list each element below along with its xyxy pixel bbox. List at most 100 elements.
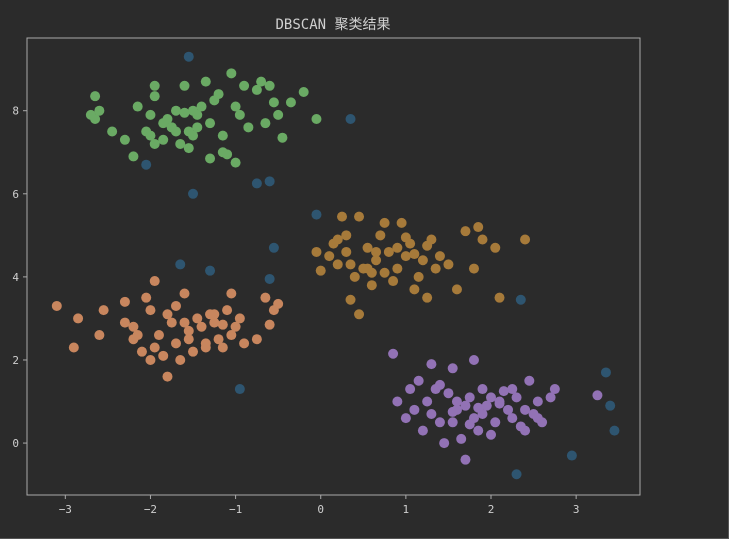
scatter-point-cluster-2	[413, 271, 424, 282]
scatter-point-cluster-0	[251, 84, 262, 95]
y-tick-label: 6	[12, 188, 19, 201]
scatter-point-cluster-2	[422, 292, 433, 303]
scatter-point-cluster-1	[94, 330, 105, 341]
scatter-point-cluster-0	[256, 76, 267, 87]
scatter-point-cluster-0	[170, 126, 181, 137]
scatter-point-cluster-0	[149, 80, 160, 91]
scatter-point-cluster-0	[132, 101, 143, 112]
scatter-point-cluster-4	[188, 188, 199, 199]
scatter-point-cluster-2	[388, 276, 399, 287]
scatter-point-cluster-1	[179, 317, 190, 328]
scatter-point-cluster-0	[311, 114, 322, 125]
scatter-point-cluster-1	[145, 354, 156, 365]
scatter-point-cluster-0	[128, 151, 139, 162]
scatter-point-cluster-3	[426, 359, 437, 370]
scatter-point-cluster-4	[605, 400, 616, 411]
scatter-point-cluster-3	[443, 388, 454, 399]
scatter-point-cluster-0	[179, 80, 190, 91]
scatter-point-cluster-3	[409, 404, 420, 415]
scatter-point-cluster-1	[264, 319, 275, 330]
scatter-point-cluster-3	[447, 417, 458, 428]
data-points	[51, 51, 620, 480]
scatter-point-cluster-0	[226, 68, 237, 79]
scatter-point-cluster-1	[119, 296, 130, 307]
scatter-point-cluster-0	[205, 153, 216, 164]
scatter-point-cluster-3	[473, 402, 484, 413]
scatter-point-cluster-0	[264, 80, 275, 91]
scatter-point-cluster-3	[486, 429, 497, 440]
scatter-point-cluster-1	[145, 305, 156, 316]
scatter-point-cluster-1	[217, 319, 228, 330]
x-tick-label: 0	[317, 503, 324, 516]
scatter-point-cluster-2	[396, 217, 407, 228]
scatter-point-cluster-0	[90, 91, 101, 102]
scatter-point-cluster-4	[234, 384, 245, 395]
scatter-point-cluster-1	[188, 346, 199, 357]
scatter-point-cluster-0	[192, 109, 203, 120]
scatter-point-cluster-4	[175, 259, 186, 270]
scatter-point-cluster-1	[183, 325, 194, 336]
x-tick-label: 2	[488, 503, 495, 516]
scatter-point-cluster-3	[532, 413, 543, 424]
scatter-point-cluster-1	[119, 317, 130, 328]
scatter-point-cluster-4	[515, 294, 526, 305]
scatter-point-cluster-2	[451, 284, 462, 295]
scatter-point-cluster-0	[273, 109, 284, 120]
scatter-point-cluster-2	[379, 217, 390, 228]
scatter-point-cluster-2	[460, 226, 471, 237]
scatter-point-cluster-0	[196, 101, 207, 112]
scatter-point-cluster-0	[239, 80, 250, 91]
scatter-point-cluster-3	[451, 396, 462, 407]
scatter-point-cluster-3	[447, 406, 458, 417]
scatter-point-cluster-1	[158, 350, 169, 361]
scatter-point-cluster-3	[524, 375, 535, 386]
scatter-point-cluster-4	[600, 367, 611, 378]
x-tick-label: −2	[144, 503, 157, 516]
scatter-point-cluster-3	[532, 396, 543, 407]
scatter-point-cluster-1	[162, 371, 173, 382]
scatter-point-cluster-3	[405, 384, 416, 395]
scatter-point-cluster-4	[345, 114, 356, 125]
scatter-point-cluster-0	[277, 132, 288, 143]
scatter-point-cluster-2	[324, 251, 335, 262]
scatter-point-cluster-3	[520, 425, 531, 436]
scatter-point-cluster-2	[341, 246, 352, 257]
scatter-point-cluster-3	[422, 396, 433, 407]
scatter-point-cluster-1	[73, 313, 84, 324]
y-tick-label: 2	[12, 354, 19, 367]
scatter-point-cluster-4	[141, 159, 152, 170]
scatter-point-cluster-2	[468, 263, 479, 274]
scatter-point-cluster-1	[183, 334, 194, 345]
scatter-point-cluster-2	[473, 222, 484, 233]
scatter-point-cluster-3	[434, 417, 445, 428]
scatter-point-cluster-3	[477, 384, 488, 395]
scatter-point-cluster-1	[226, 330, 237, 341]
scatter-point-cluster-4	[183, 51, 194, 62]
scatter-point-cluster-1	[166, 317, 177, 328]
scatter-point-cluster-0	[149, 138, 160, 149]
scatter-point-cluster-0	[213, 89, 224, 100]
scatter-point-cluster-2	[362, 242, 373, 253]
scatter-point-cluster-0	[192, 122, 203, 133]
scatter-point-cluster-0	[149, 91, 160, 102]
scatter-point-cluster-1	[162, 309, 173, 320]
scatter-point-cluster-0	[200, 76, 211, 87]
scatter-point-cluster-1	[222, 305, 233, 316]
scatter-point-cluster-3	[413, 375, 424, 386]
scatter-point-cluster-2	[315, 265, 326, 276]
scatter-point-cluster-2	[366, 280, 377, 291]
scatter-point-cluster-4	[251, 178, 262, 189]
scatter-point-cluster-4	[566, 450, 577, 461]
scatter-point-cluster-2	[332, 234, 343, 245]
scatter-point-cluster-3	[460, 400, 471, 411]
scatter-point-cluster-3	[520, 404, 531, 415]
scatter-point-cluster-0	[285, 97, 296, 108]
scatter-point-cluster-3	[434, 379, 445, 390]
scatter-point-cluster-0	[183, 143, 194, 154]
scatter-point-cluster-2	[354, 211, 365, 222]
scatter-point-cluster-3	[549, 384, 560, 395]
scatter-point-cluster-3	[486, 392, 497, 403]
scatter-point-cluster-0	[188, 130, 199, 141]
scatter-point-cluster-3	[426, 408, 437, 419]
scatter-point-cluster-3	[494, 398, 505, 409]
